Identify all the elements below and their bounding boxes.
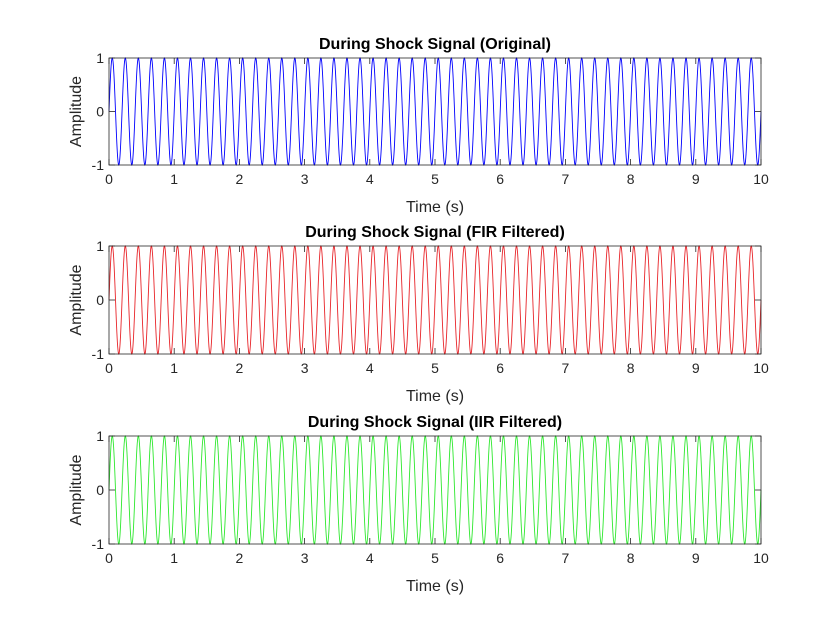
x-tick-label: 2 [236,360,244,376]
x-axis-label: Time (s) [406,388,464,405]
x-tick-label: 5 [431,360,439,376]
series-line-1 [108,245,762,355]
chart-title: During Shock Signal (FIR Filtered) [305,224,565,241]
y-axis-label: Amplitude [68,454,85,525]
x-tick-label: 7 [562,360,570,376]
x-tick-label: 5 [431,550,439,566]
y-tick-label: 1 [96,50,104,66]
y-tick-label: 0 [96,482,104,498]
x-axis-label: Time (s) [406,199,464,216]
x-tick-label: 3 [301,550,309,566]
x-tick-label: 1 [170,550,178,566]
x-tick-label: 1 [170,171,178,187]
x-tick-label: 10 [753,360,769,376]
x-tick-label: 2 [236,550,244,566]
x-tick-label: 4 [366,360,374,376]
x-tick-label: 8 [627,171,635,187]
x-tick-label: 9 [692,360,700,376]
series-line-1 [108,435,762,545]
x-tick-label: 0 [105,360,113,376]
x-tick-label: 10 [753,550,769,566]
y-axis-label: Amplitude [68,264,85,335]
y-tick-label: -1 [92,157,105,173]
y-tick-label: -1 [92,346,105,362]
series-line-1 [108,57,762,166]
y-tick-label: 1 [96,238,104,254]
x-tick-label: 9 [692,171,700,187]
x-tick-label: 6 [496,360,504,376]
y-tick-label: -1 [92,536,105,552]
x-tick-label: 10 [753,171,769,187]
y-tick-label: 0 [96,104,104,120]
x-tick-label: 6 [496,171,504,187]
x-tick-label: 4 [366,171,374,187]
x-axis-label: Time (s) [406,578,464,595]
x-tick-label: 7 [562,550,570,566]
y-axis-label: Amplitude [68,76,85,147]
x-tick-label: 2 [236,171,244,187]
x-tick-label: 7 [562,171,570,187]
x-tick-label: 8 [627,360,635,376]
x-tick-label: 5 [431,171,439,187]
x-tick-label: 0 [105,171,113,187]
x-tick-label: 6 [496,550,504,566]
x-tick-label: 0 [105,550,113,566]
x-tick-label: 4 [366,550,374,566]
x-tick-label: 1 [170,360,178,376]
y-tick-label: 0 [96,292,104,308]
x-tick-label: 8 [627,550,635,566]
x-tick-label: 9 [692,550,700,566]
chart-title: During Shock Signal (IIR Filtered) [308,414,562,431]
chart-title: During Shock Signal (Original) [319,36,551,53]
y-tick-label: 1 [96,428,104,444]
x-tick-label: 3 [301,360,309,376]
x-tick-label: 3 [301,171,309,187]
